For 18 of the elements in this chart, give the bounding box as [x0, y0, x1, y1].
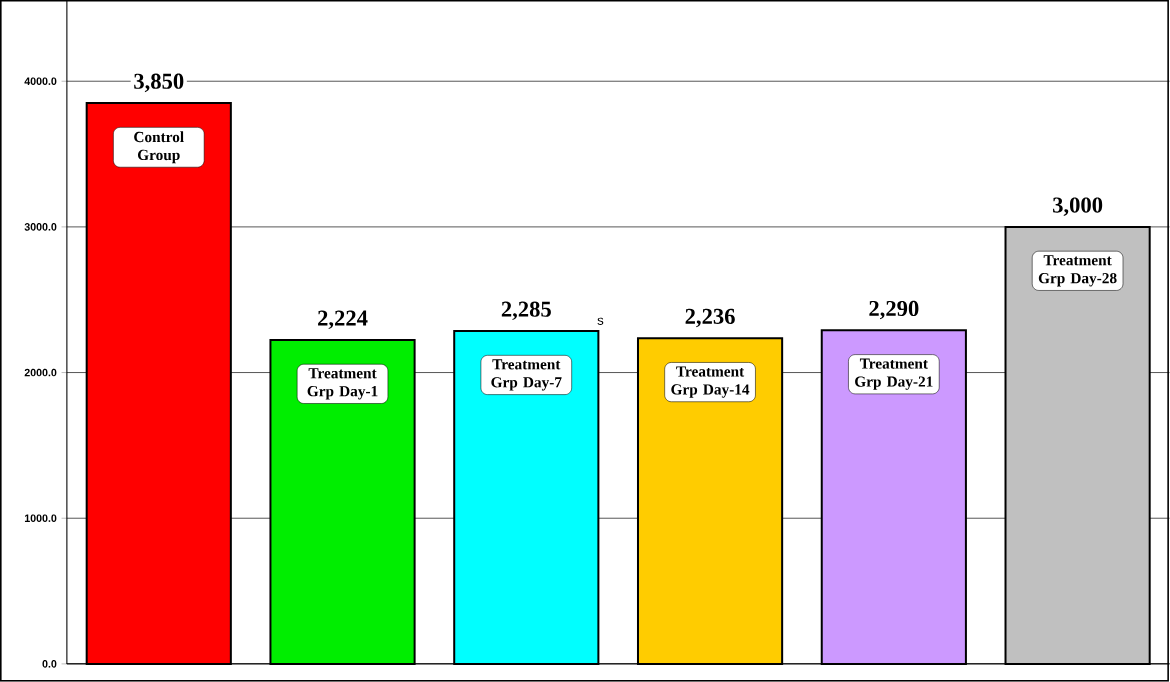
y-tick-label: 3000.0 — [24, 223, 57, 231]
x-tick-label: Treatment Grp Day-1 — [307, 368, 378, 400]
x-tick-label: Treatment Grp Day-21 — [855, 358, 933, 391]
y-tick-label: 2000.0 — [24, 368, 57, 377]
data-label: 2,290 — [869, 300, 919, 320]
data-label: 3,850 — [134, 73, 184, 93]
x-tick-label: Treatment Grp Day-14 — [671, 366, 750, 398]
x-tick-label: Treatment Grp Day-7 — [491, 359, 562, 391]
y-tick-label: 4000.0 — [24, 77, 57, 86]
y-tick-label: 0.0 — [42, 660, 57, 668]
data-label: 2,236 — [685, 308, 735, 328]
x-tick-label: Control Group — [134, 131, 184, 164]
y-tick-label: 1000.0 — [24, 514, 57, 523]
data-label: 2,285 — [501, 301, 551, 321]
x-tick-label: Treatment Grp Day-28 — [1038, 255, 1117, 287]
data-label: 2,224 — [318, 310, 368, 330]
annotation: s — [597, 317, 604, 326]
data-label: 3,000 — [1053, 197, 1103, 217]
